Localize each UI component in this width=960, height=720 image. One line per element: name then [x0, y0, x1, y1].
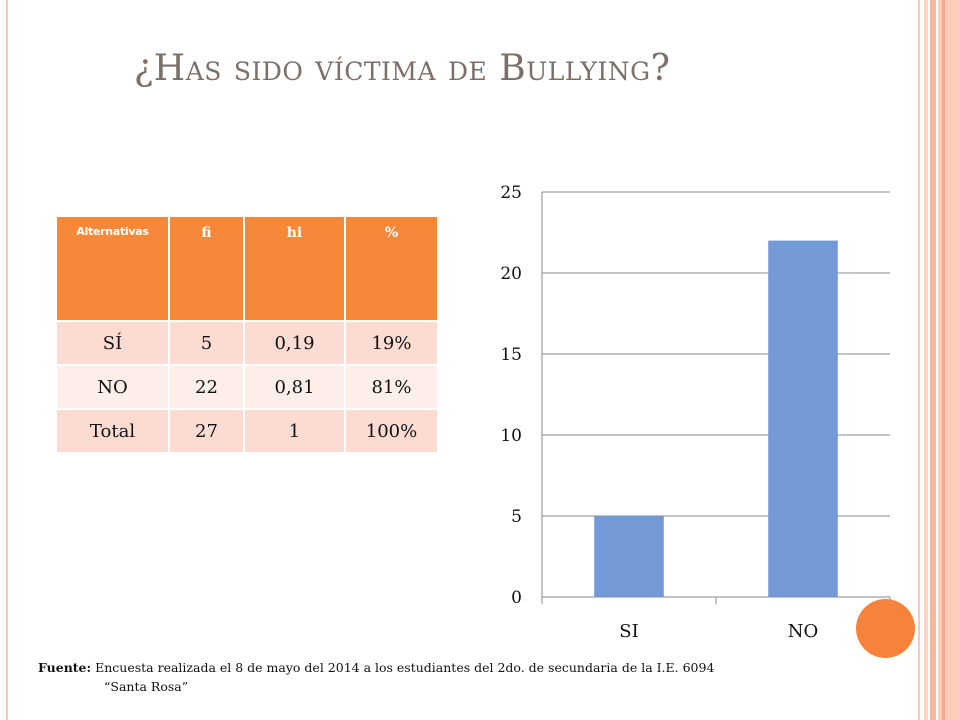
y-tick-label: 5	[511, 507, 522, 527]
cell-percent: 81%	[345, 364, 437, 409]
source-label: Fuente:	[38, 660, 92, 675]
source-text-continued: “Santa Rosa”	[104, 679, 189, 694]
cell-percent: 19%	[345, 320, 437, 365]
bar-no	[768, 240, 838, 597]
frequency-table: Alternativas fi hi % SÍ 5 0,19 19% NO 22…	[57, 217, 437, 452]
table-row: SÍ 5 0,19 19%	[57, 320, 437, 365]
x-tick-label: NO	[788, 621, 819, 642]
y-tick-label: 15	[500, 345, 522, 365]
table-header-row: Alternativas fi hi %	[57, 217, 437, 321]
cell-fi: 22	[169, 364, 245, 409]
table-row: Total 27 1 100%	[57, 408, 437, 452]
slide-title: ¿Has sido víctima de Bullying?	[134, 48, 671, 89]
cell-fi: 27	[169, 408, 245, 452]
y-tick-label: 20	[500, 264, 522, 284]
header-hi: hi	[244, 217, 346, 321]
cell-alternative: NO	[57, 364, 170, 409]
y-tick-label: 10	[500, 426, 522, 446]
cell-percent: 100%	[345, 408, 437, 452]
y-tick-label: 0	[511, 588, 522, 608]
source-text: Encuesta realizada el 8 de mayo del 2014…	[95, 660, 715, 675]
decor-stripe	[924, 0, 928, 720]
decor-stripe	[930, 0, 936, 720]
header-percent: %	[345, 217, 437, 321]
x-tick-label: SI	[619, 621, 638, 642]
cell-alternative: Total	[57, 408, 170, 452]
cell-hi: 0,19	[244, 320, 346, 365]
slide-border-left	[6, 0, 8, 720]
cell-hi: 0,81	[244, 364, 346, 409]
y-tick-label: 25	[500, 183, 522, 203]
cell-alternative: SÍ	[57, 320, 170, 365]
decor-circle	[856, 599, 915, 658]
table-row: NO 22 0,81 81%	[57, 364, 437, 409]
header-fi: fi	[169, 217, 245, 321]
bar-si	[594, 516, 664, 597]
cell-hi: 1	[244, 408, 346, 452]
decor-stripe	[942, 0, 945, 720]
bar-chart-svg: 0 5 10 15 20 25 SI NO	[500, 183, 891, 642]
slide-border-right	[918, 0, 920, 720]
bar-chart: 0 5 10 15 20 25 SI NO	[470, 170, 910, 650]
cell-fi: 5	[169, 320, 245, 365]
header-alternativas: Alternativas	[57, 217, 170, 321]
source-note: Fuente: Encuesta realizada el 8 de mayo …	[38, 658, 868, 696]
